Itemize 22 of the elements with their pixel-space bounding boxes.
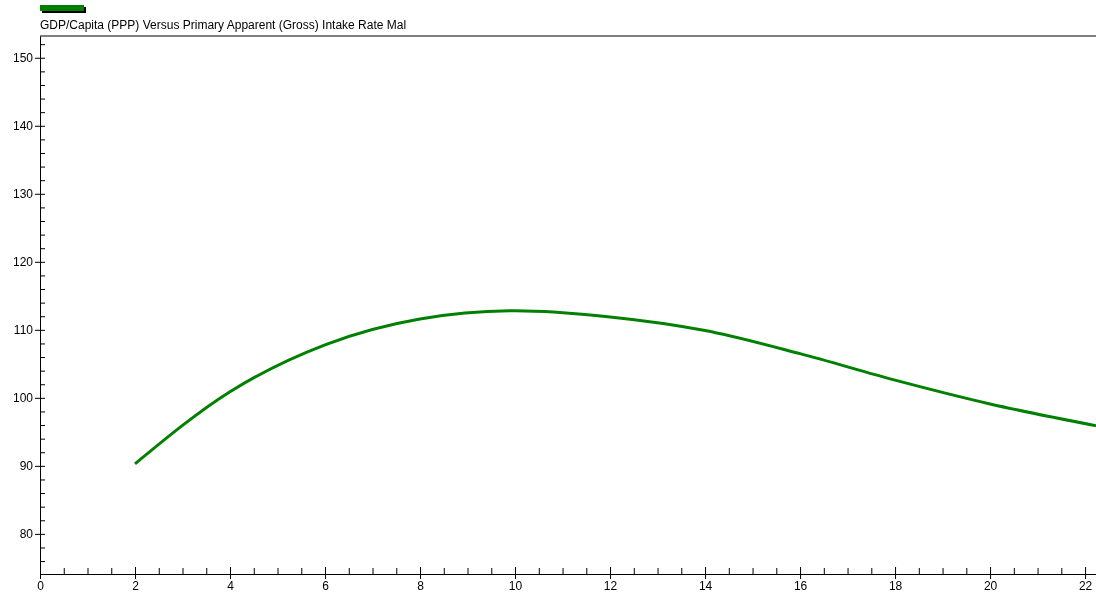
x-tick-label: 14 bbox=[698, 579, 713, 594]
y-tick-label: 80 bbox=[19, 527, 34, 542]
x-tick-label: 20 bbox=[983, 579, 998, 594]
y-tick-label: 90 bbox=[19, 459, 34, 474]
y-tick-label: 110 bbox=[13, 323, 34, 338]
line-series bbox=[133, 309, 1096, 466]
x-tick-label: 0 bbox=[37, 579, 45, 594]
y-tick-label: 140 bbox=[12, 119, 34, 134]
y-tick-label: 100 bbox=[12, 391, 34, 406]
y-tick-label: 130 bbox=[12, 187, 34, 202]
y-tick-label: 150 bbox=[12, 51, 34, 66]
x-tick-label: 10 bbox=[508, 579, 523, 594]
x-tick-label: 18 bbox=[888, 579, 903, 594]
y-tick-label: 120 bbox=[12, 255, 34, 270]
x-tick-label: 4 bbox=[227, 579, 235, 594]
x-tick-label: 6 bbox=[322, 579, 330, 594]
x-tick-label: 12 bbox=[603, 579, 618, 594]
x-tick-label: 2 bbox=[132, 579, 140, 594]
x-tick-label: 16 bbox=[793, 579, 808, 594]
x-tick-label: 22 bbox=[1078, 579, 1093, 594]
x-tick-label: 8 bbox=[417, 579, 425, 594]
legend-label: GDP/Capita (PPP) Versus Primary Apparent (Gross) Intake Rate Mal bbox=[40, 18, 407, 32]
